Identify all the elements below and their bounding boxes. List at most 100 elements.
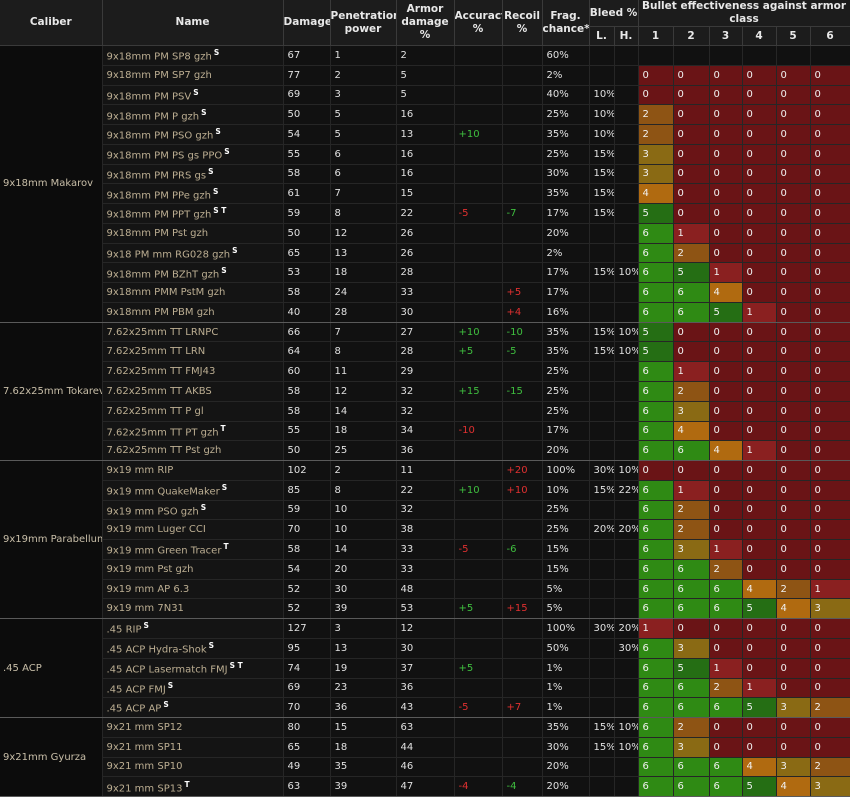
ammo-name[interactable]: 9x18mm PM PSO gzh [106,130,214,142]
ammo-name[interactable]: 7.62x25mm TT Pst gzh [106,445,222,457]
caliber-cell[interactable]: 9x21mm Gyurza [0,717,103,797]
ammo-name[interactable]: 9x18mm PM SP7 gzh [106,69,212,81]
ammo-name[interactable]: 9x18mm PM PPT gzh [106,209,212,221]
header-accuracy[interactable]: Accuracy % [454,0,503,46]
ammo-name-cell[interactable]: 9x19 mm QuakeMaker S [102,480,284,501]
ammo-row[interactable]: 9x18mm PM PPT gzh S T 59 8 22 -5 -7 17% 15% 5 0 0 0 0… [0,203,850,224]
ammo-name-cell[interactable]: 9x18mm PM PS gs PPO S [102,144,284,165]
ammo-name-cell[interactable]: 9x18mm PM PPe gzh S [102,183,284,205]
header-penetration[interactable]: Penetration power [330,0,397,46]
header-armor-class-5[interactable]: 5 [776,26,811,46]
ammo-row[interactable]: 9x18mm PM P gzh S 50 5 16 25% 10% 2 0 0 0 0 0 [0,104,850,126]
ammo-name[interactable]: 9x18mm PM BZhT gzh [106,268,220,280]
header-name[interactable]: Name [102,0,284,46]
ammo-name-cell[interactable]: 7.62x25mm TT PT gzh T [102,421,284,442]
ammo-name[interactable]: 9x19 mm PSO gzh [106,506,199,518]
ammo-row[interactable]: 9x18mm Makarov 9x18mm PM SP8 gzh S 67 1 2 60% [0,45,850,323]
ammo-row[interactable]: 9x19 mm Pst gzh 54 20 33 15% 6 6 2 0 0 0 [0,559,850,580]
ammo-name-cell[interactable]: 7.62x25mm TT P gl [102,401,284,422]
ammo-name-cell[interactable]: 9x19 mm AP 6.3 [102,579,284,600]
ammo-row[interactable]: 9x19mm Parabellum 9x19 mm RIP 102 2 11 +20 100… [0,460,850,620]
ammo-name[interactable]: 9x19 mm RIP [106,464,174,476]
ammo-name-cell[interactable]: 9x19 mm Green Tracer T [102,539,284,560]
ammo-name-cell[interactable]: 9x18mm PM PSO gzh S [102,124,284,145]
ammo-name[interactable]: 9x21 mm SP10 [106,761,183,773]
ammo-name[interactable]: 7.62x25mm TT P gl [106,405,204,417]
ammo-row[interactable]: 9x18mm PM PPe gzh S 61 7 15 35% 15% 4 0 0 0 0 0 [0,183,850,205]
ammo-row[interactable]: 9x18mm PM PSO gzh S 54 5 13 +10 35% 10% 2 0 0 0 0 0 [0,124,850,145]
ammo-name[interactable]: 9x18mm PM PBM gzh [106,306,215,318]
ammo-name-cell[interactable]: .45 ACP AP S [102,697,284,719]
ammo-row[interactable]: 7.62x25mm TT Pst gzh 50 25 36 20% 6 6 4 1 0 0 [0,440,850,462]
ammo-name[interactable]: 9x18mm PM PPe gzh [106,189,211,201]
ammo-name-cell[interactable]: .45 RIP S [102,618,284,639]
ammo-row[interactable]: 9x18mm PM SP7 gzh 77 2 5 2% 0 0 0 0 0 0 [0,65,850,86]
ammo-name[interactable]: 9x19 mm Luger CCI [106,524,206,536]
ammo-row[interactable]: 9x21 mm SP13 T 63 39 47 -4 -4 20% 6 6 6 5 4 3 [0,776,850,797]
header-armor-class-2[interactable]: 2 [673,26,710,46]
header-damage[interactable]: Damage [283,0,331,46]
header-frag-chance[interactable]: Frag. chance* [542,0,590,46]
ammo-name[interactable]: 9x18mm PM PSV [106,91,192,103]
ammo-row[interactable]: 7.62x25mm TT PT gzh T 55 18 34 -10 17% 6 4 0 0 0 0 [0,421,850,442]
ammo-name[interactable]: 7.62x25mm TT FMJ43 [106,366,216,378]
ammo-name[interactable]: 7.62x25mm TT LRNPC [106,326,219,338]
ammo-name-cell[interactable]: .45 ACP Hydra-Shok S [102,638,284,659]
header-armor-class-3[interactable]: 3 [709,26,743,46]
ammo-name[interactable]: 9x18mm PM Pst gzh [106,227,209,239]
ammo-name-cell[interactable]: 7.62x25mm TT LRN [102,341,284,363]
ammo-name-cell[interactable]: 7.62x25mm TT AKBS [102,381,284,402]
ammo-row[interactable]: 9x19 mm 7N31 52 39 53 +5 +15 5% 6 6 6 5 4 3 [0,598,850,620]
ammo-name-cell[interactable]: .45 ACP FMJ S [102,678,284,699]
ammo-name[interactable]: 9x18 PM mm RG028 gzh [106,249,231,261]
ammo-name-cell[interactable]: 9x19 mm Luger CCI [102,519,284,541]
ammo-row[interactable]: .45 ACP Lasermatch FMJ S T 74 19 37 +5 1% 6 5 1 0 0… [0,658,850,679]
ammo-name-cell[interactable]: 9x19 mm Pst gzh [102,559,284,580]
ammo-name[interactable]: 9x18mm PMM PstM gzh [106,287,226,299]
ammo-row[interactable]: 7.62x25mm TT AKBS 58 12 32 +15 -15 25% 6 2 0 0 0 0 [0,381,850,402]
ammo-row[interactable]: 9x18mm PMM PstM gzh 58 24 33 +5 17% 6 6 4 0 0 0 [0,282,850,303]
ammo-name[interactable]: 9x19 mm 7N31 [106,603,184,615]
ammo-name[interactable]: 7.62x25mm TT PT gzh [106,427,219,439]
ammo-name-cell[interactable]: 9x18mm PM PPT gzh S T [102,203,284,224]
ammo-name-cell[interactable]: 9x18mm PM PBM gzh [102,302,284,323]
header-recoil[interactable]: Recoil % [502,0,543,46]
ammo-row[interactable]: 9x18mm PM PRS gs S 58 6 16 30% 15% 3 0 0 0 0 0 [0,164,850,185]
ammo-row[interactable]: 9x19 mm AP 6.3 52 30 48 5% 6 6 6 4 2 1 [0,579,850,600]
header-armor-damage[interactable]: Armor damage % [396,0,455,46]
caliber-cell[interactable]: 9x18mm Makarov [0,45,103,323]
ammo-name-cell[interactable]: 9x18mm PM P gzh S [102,104,284,126]
ammo-row[interactable]: 9x18mm PM PSV S 69 3 5 40% 10% 0 0 0 0 0 0 [0,85,850,106]
ammo-row[interactable]: 9x21 mm SP10 49 35 46 20% 6 6 6 4 3 2 [0,757,850,778]
ammo-row[interactable]: .45 ACP AP S 70 36 43 -5 +7 1% 6 6 6 5 3 2 [0,697,850,719]
ammo-name[interactable]: .45 ACP AP [106,703,162,715]
ammo-name-cell[interactable]: 9x18mm PM Pst gzh [102,223,284,244]
ammo-name[interactable]: 9x19 mm QuakeMaker [106,486,220,498]
ammo-row[interactable]: 7.62x25mm TT FMJ43 60 11 29 25% 6 1 0 0 0 0 [0,361,850,383]
ammo-row[interactable]: 9x18 PM mm RG028 gzh S 65 13 26 2% 6 2 0 0 0 0 [0,243,850,264]
ammo-name-cell[interactable]: 9x21 mm SP10 [102,757,284,778]
ammo-row[interactable]: 9x18mm PM Pst gzh 50 12 26 20% 6 1 0 0 0 0 [0,223,850,244]
ammo-row[interactable]: 9x18mm PM PBM gzh 40 28 30 +4 16% 6 6 5 1 0 0 [0,302,850,323]
ammo-name[interactable]: 9x21 mm SP12 [106,721,183,733]
ammo-name-cell[interactable]: 9x18mm PMM PstM gzh [102,282,284,303]
ammo-row[interactable]: 9x19 mm QuakeMakerS85822+10+1010%15%22%6… [0,480,850,501]
ammo-name-cell[interactable]: 9x18mm PM SP7 gzh [102,65,284,86]
ammo-row[interactable]: 7.62x25mm Tokarev 7.62x25mm TT LRNPC 66 7 27… [0,322,850,462]
ammo-name[interactable]: .45 RIP [106,624,142,636]
ammo-name-cell[interactable]: 9x18 PM mm RG028 gzh S [102,243,284,264]
header-armor-class-6[interactable]: 6 [810,26,850,46]
ammo-name-cell[interactable]: .45 ACP Lasermatch FMJ S T [102,658,284,679]
ammo-name[interactable]: 9x19 mm Green Tracer [106,545,222,557]
caliber-cell[interactable]: 9x19mm Parabellum [0,460,103,620]
ammo-name[interactable]: 9x19 mm Pst gzh [106,563,194,575]
header-bleed-heavy[interactable]: H. [614,26,639,46]
ammo-name-cell[interactable]: 9x21 mm SP12 [102,717,284,738]
caliber-cell[interactable]: .45 ACP [0,618,103,719]
